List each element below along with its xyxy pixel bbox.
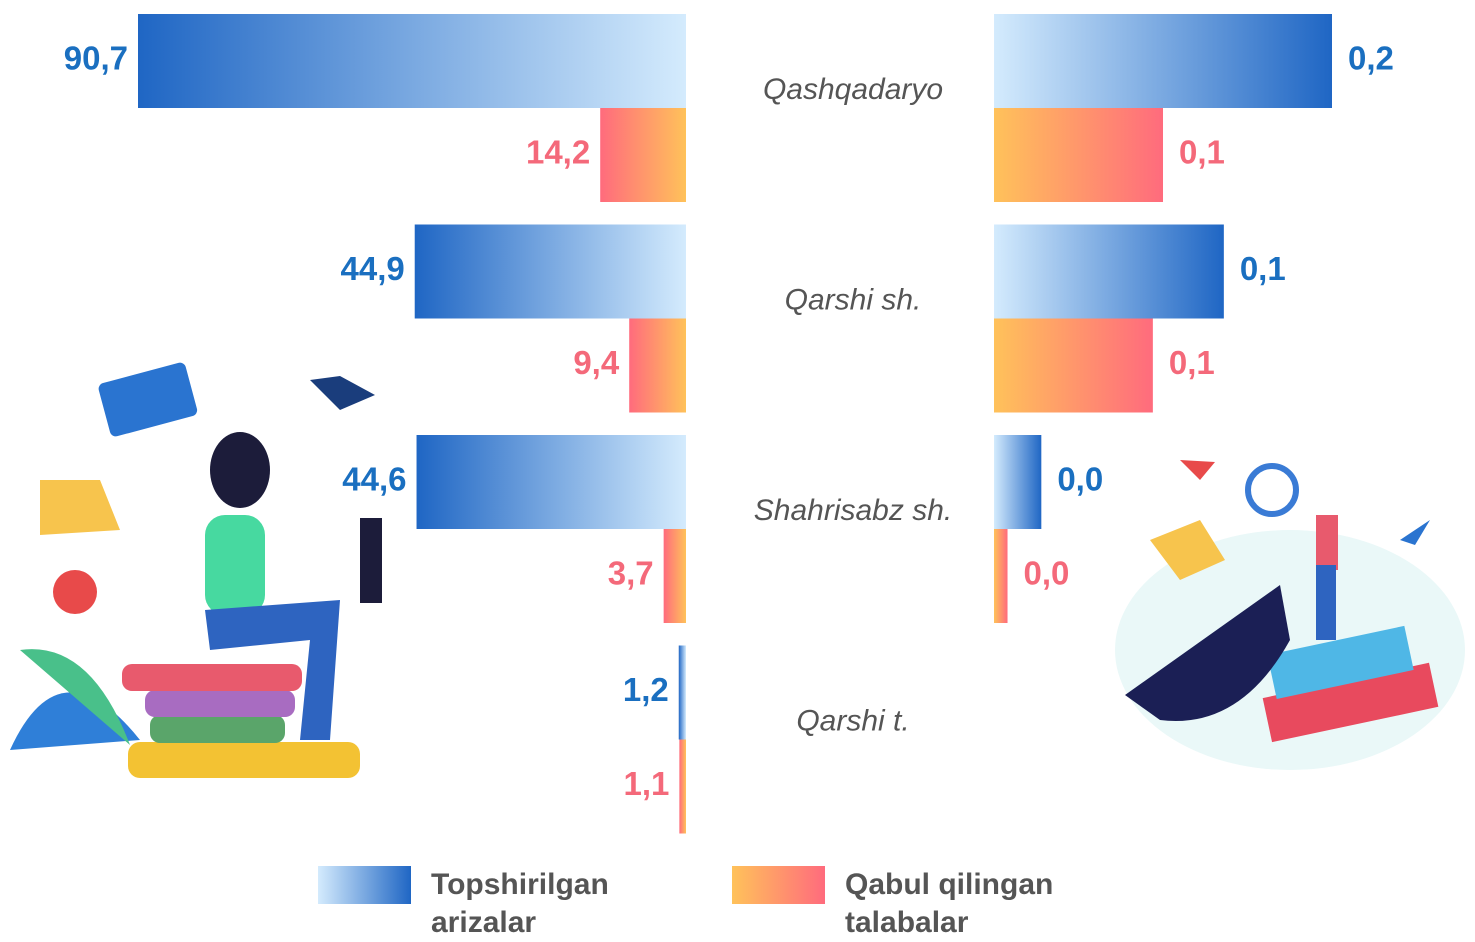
legend-label: Qabul qilingan talabalar: [845, 868, 1054, 939]
bar: [994, 224, 1224, 319]
value-label: 9,4: [573, 344, 620, 381]
bar: [629, 318, 686, 413]
value-label: 44,6: [342, 461, 406, 498]
bar: [678, 645, 686, 740]
value-label: 0,0: [1024, 555, 1070, 592]
bar: [414, 224, 686, 319]
value-label: 0,0: [1057, 461, 1103, 498]
value-label: 0,2: [1348, 40, 1394, 77]
value-label: 44,9: [340, 250, 404, 287]
value-label: 0,1: [1179, 134, 1225, 171]
value-label: 1,2: [623, 671, 669, 708]
category-label: Qashqadaryo: [763, 73, 943, 106]
category-label: Shahrisabz sh.: [754, 494, 952, 527]
legend-item: Qabul qilingan talabalar: [732, 866, 1055, 942]
legend-item: Topshirilgan arizalar: [318, 866, 641, 942]
legend-swatch: [732, 866, 825, 904]
value-label: 0,1: [1169, 344, 1215, 381]
legend-label: Topshirilgan arizalar: [431, 868, 609, 939]
bar: [994, 435, 1042, 529]
category-label: Qarshi sh.: [785, 283, 922, 316]
bar: [679, 739, 686, 834]
bar: [600, 108, 686, 202]
value-label: 90,7: [64, 40, 128, 77]
illustration-right: [1115, 460, 1465, 770]
value-label: 1,1: [623, 765, 669, 802]
legend-swatch: [318, 866, 411, 904]
illustration-left: [10, 362, 382, 778]
value-label: 14,2: [526, 134, 590, 171]
bar: [138, 14, 686, 108]
bar: [416, 435, 686, 529]
category-label: Qarshi t.: [796, 704, 909, 737]
value-label: 0,1: [1240, 250, 1286, 287]
bar: [994, 108, 1163, 202]
value-label: 3,7: [608, 555, 654, 592]
bar: [663, 529, 686, 623]
bar: [994, 318, 1153, 413]
bar: [994, 14, 1332, 108]
bar: [994, 529, 1008, 623]
